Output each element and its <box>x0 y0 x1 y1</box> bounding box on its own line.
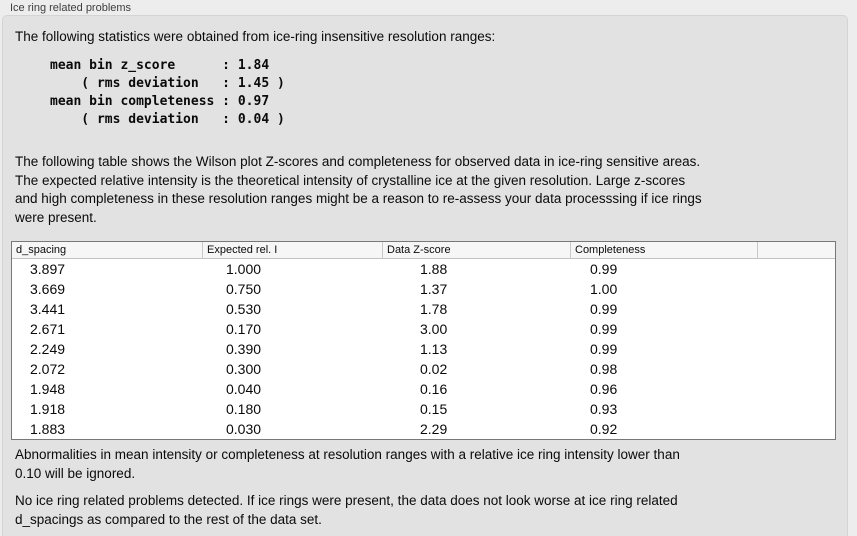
table-cell: 2.072 <box>30 361 66 377</box>
column-header-data-z-score[interactable]: Data Z-score <box>382 242 570 258</box>
ignore-threshold-note: Abnormalities in mean intensity or compl… <box>15 447 680 481</box>
table-cell: 0.300 <box>226 361 262 377</box>
table-cell <box>757 419 835 439</box>
table-row[interactable]: 3.441 0.530 1.78 0.99 <box>12 299 835 319</box>
conclusion-text: No ice ring related problems detected. I… <box>15 493 678 527</box>
table-cell: 0.96 <box>590 381 618 397</box>
column-header-d-spacing[interactable]: d_spacing <box>16 244 67 256</box>
table-row[interactable]: 1.918 0.180 0.15 0.93 <box>12 399 835 419</box>
table-cell <box>757 319 835 339</box>
table-cell <box>757 259 835 279</box>
table-cell: 0.98 <box>590 361 618 377</box>
table-cell: 3.00 <box>420 321 448 337</box>
table-row[interactable]: 2.072 0.300 0.02 0.98 <box>12 359 835 379</box>
table-cell: 0.15 <box>420 401 448 417</box>
table-cell: 2.249 <box>30 341 66 357</box>
ice-ring-group-box: The following statistics were obtained f… <box>2 15 848 536</box>
table-cell: 1.78 <box>420 301 448 317</box>
table-cell <box>757 359 835 379</box>
table-cell: 0.530 <box>226 301 262 317</box>
table-cell: 0.99 <box>590 321 618 337</box>
table-cell: 0.180 <box>226 401 262 417</box>
stats-intro-text: The following statistics were obtained f… <box>15 29 496 44</box>
table-description-text: The following table shows the Wilson plo… <box>15 154 702 225</box>
table-cell: 1.883 <box>30 421 66 437</box>
table-cell: 1.00 <box>590 281 618 297</box>
table-cell: 0.750 <box>226 281 262 297</box>
column-header-completeness[interactable]: Completeness <box>570 242 757 258</box>
table-cell: 1.13 <box>420 341 448 357</box>
table-row[interactable]: 1.948 0.040 0.16 0.96 <box>12 379 835 399</box>
table-cell: 0.93 <box>590 401 618 417</box>
group-box-label: Ice ring related problems <box>10 2 132 14</box>
table-cell: 2.671 <box>30 321 66 337</box>
table-row[interactable]: 3.897 1.000 1.88 0.99 <box>12 259 835 279</box>
table-cell: 0.170 <box>226 321 262 337</box>
table-cell: 3.897 <box>30 261 66 277</box>
table-cell: 0.99 <box>590 341 618 357</box>
table-cell: 0.02 <box>420 361 448 377</box>
table-row[interactable]: 2.249 0.390 1.13 0.99 <box>12 339 835 359</box>
table-row[interactable]: 1.883 0.030 2.29 0.92 <box>12 419 835 439</box>
table-cell: 1.918 <box>30 401 66 417</box>
table-cell: 0.16 <box>420 381 448 397</box>
column-header-empty <box>757 242 835 258</box>
table-cell: 0.92 <box>590 421 618 437</box>
table-cell: 0.99 <box>590 301 618 317</box>
column-header-expected-rel-i[interactable]: Expected rel. I <box>202 242 382 258</box>
table-row[interactable]: 2.671 0.170 3.00 0.99 <box>12 319 835 339</box>
table-cell <box>757 339 835 359</box>
ice-ring-table: d_spacing Expected rel. I Data Z-score Comp… <box>11 241 836 440</box>
bin-statistics-block: mean bin z_score : 1.84 ( rms deviation … <box>50 58 285 127</box>
table-cell <box>757 379 835 399</box>
table-cell: 0.040 <box>226 381 262 397</box>
table-cell <box>757 399 835 419</box>
table-cell: 1.948 <box>30 381 66 397</box>
table-cell: 3.669 <box>30 281 66 297</box>
table-cell: 3.441 <box>30 301 66 317</box>
table-cell: 0.390 <box>226 341 262 357</box>
table-cell: 1.000 <box>226 261 262 277</box>
table-cell: 0.030 <box>226 421 262 437</box>
table-cell: 0.99 <box>590 261 618 277</box>
table-row[interactable]: 3.669 0.750 1.37 1.00 <box>12 279 835 299</box>
table-cell: 2.29 <box>420 421 448 437</box>
table-body: 3.897 1.000 1.88 0.99 3.669 0.750 1.37 1.00 3.44… <box>12 259 835 439</box>
table-cell <box>757 299 835 319</box>
table-cell: 1.88 <box>420 261 448 277</box>
table-cell <box>757 279 835 299</box>
table-header-row: d_spacing Expected rel. I Data Z-score Comp… <box>12 242 835 259</box>
table-cell: 1.37 <box>420 281 448 297</box>
